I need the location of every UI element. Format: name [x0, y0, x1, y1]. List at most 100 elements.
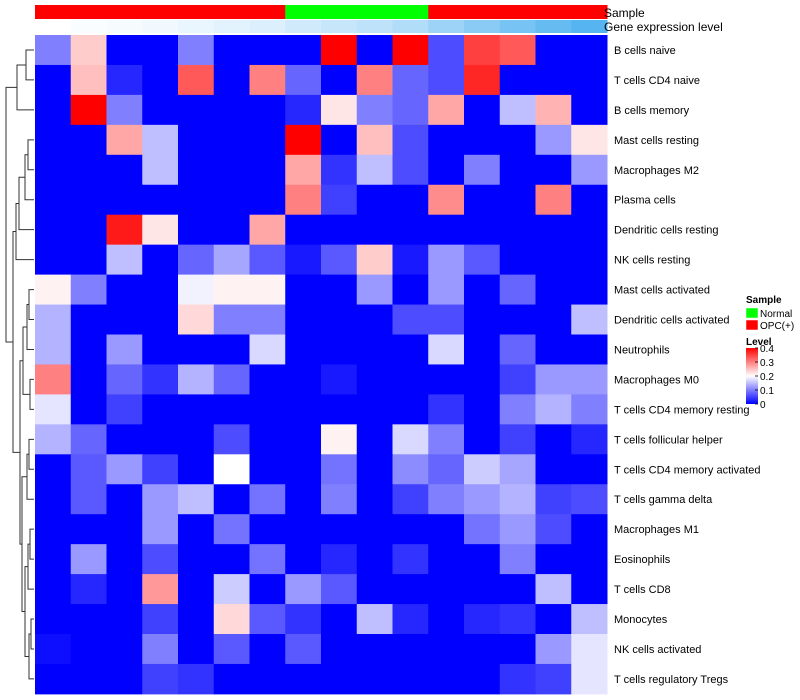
- heatmap-cell: [356, 94, 393, 126]
- heatmap-cell: [535, 214, 572, 246]
- heatmap-cell: [321, 604, 358, 635]
- heatmap-cell: [535, 124, 572, 156]
- heatmap-cell: [535, 334, 572, 365]
- heatmap-cell: [464, 184, 501, 216]
- heatmap-cell: [70, 424, 107, 455]
- heatmap-cell: [428, 484, 465, 515]
- heatmap-cell: [249, 334, 286, 365]
- heatmap-cell: [142, 424, 179, 455]
- heatmap-cell: [392, 663, 429, 695]
- dendrogram-branch: [29, 378, 34, 410]
- heatmap-cell: [106, 364, 143, 395]
- expression-annotation-track: [35, 20, 608, 33]
- heatmap-cell: [392, 184, 429, 216]
- expression-annotation-cell: [249, 20, 286, 33]
- heatmap-cell: [249, 64, 286, 96]
- dendrogram-branch: [26, 304, 34, 350]
- heatmap-cell: [356, 214, 393, 246]
- row-label: T cells follicular helper: [614, 434, 723, 446]
- heatmap-cell: [321, 634, 358, 665]
- heatmap-cell: [571, 304, 608, 335]
- heatmap-cell: [285, 634, 322, 665]
- heatmap-cell: [178, 394, 215, 425]
- heatmap-cell: [70, 274, 107, 306]
- heatmap-cell: [535, 484, 572, 515]
- heatmap-cell: [392, 364, 429, 395]
- heatmap-cell: [142, 214, 179, 246]
- heatmap-cell: [392, 394, 429, 425]
- heatmap-cell: [70, 574, 107, 605]
- dendrogram-branch: [28, 289, 34, 321]
- heatmap-cell: [535, 64, 572, 96]
- heatmap-cell: [35, 244, 72, 276]
- heatmap-cell: [285, 424, 322, 455]
- heatmap-cell: [285, 454, 322, 485]
- heatmap-cell: [285, 604, 322, 635]
- heatmap-cell: [142, 663, 179, 695]
- heatmap-cell: [142, 514, 179, 545]
- heatmap-cell: [428, 364, 465, 395]
- level-legend-tick-label: 0.2: [760, 372, 774, 383]
- heatmap-cell: [428, 604, 465, 635]
- sample-annotation-cell: [464, 5, 501, 19]
- heatmap-cell: [464, 544, 501, 575]
- heatmap-cell: [178, 424, 215, 455]
- heatmap-cell: [106, 304, 143, 335]
- heatmap-cell: [35, 124, 72, 156]
- heatmap-cell: [178, 574, 215, 605]
- heatmap-cell: [392, 424, 429, 455]
- heatmap-cell: [535, 154, 572, 186]
- heatmap-cell: [142, 274, 179, 306]
- row-label: Monocytes: [614, 614, 668, 626]
- dendrogram-branch: [27, 543, 34, 590]
- heatmap-cell: [285, 214, 322, 246]
- heatmap-cell: [535, 544, 572, 575]
- heatmap-cell: [106, 634, 143, 665]
- heatmap-cell: [356, 514, 393, 545]
- heatmap-cell: [106, 124, 143, 156]
- heatmap-cell: [321, 514, 358, 545]
- heatmap-cell: [392, 94, 429, 126]
- row-label: Plasma cells: [614, 195, 676, 207]
- heatmap-cell: [249, 184, 286, 216]
- heatmap-cell: [464, 663, 501, 695]
- sample-annotation-cell: [35, 5, 72, 19]
- heatmap-cell: [70, 484, 107, 515]
- heatmap-cell: [571, 394, 608, 425]
- heatmap-cell: [571, 544, 608, 575]
- heatmap-cell: [178, 484, 215, 515]
- row-label: Macrophages M1: [614, 524, 699, 536]
- heatmap-cell: [356, 64, 393, 96]
- heatmap-cell: [70, 304, 107, 335]
- heatmap-cell: [106, 514, 143, 545]
- heatmap-cell: [356, 454, 393, 485]
- sample-annotation-cell: [213, 5, 250, 19]
- heatmap-cell: [464, 94, 501, 126]
- heatmap-cell: [392, 544, 429, 575]
- heatmap-cell: [392, 124, 429, 156]
- sample-annotation-cell: [285, 5, 322, 19]
- heatmap-cell: [70, 154, 107, 186]
- heatmap-cell: [535, 604, 572, 635]
- heatmap-cell: [249, 244, 286, 276]
- heatmap-cell: [499, 424, 536, 455]
- heatmap-cell: [35, 574, 72, 605]
- level-legend-tick-label: 0.3: [760, 358, 774, 369]
- heatmap-cell: [142, 154, 179, 186]
- heatmap-cell: [428, 244, 465, 276]
- dendrogram-branch: [28, 438, 34, 470]
- heatmap-cell: [249, 454, 286, 485]
- heatmap-cell: [499, 184, 536, 216]
- heatmap-cell: [428, 574, 465, 605]
- heatmap-cell: [178, 214, 215, 246]
- sample-annotation-cell: [321, 5, 358, 19]
- heatmap-cell: [499, 544, 536, 575]
- heatmap-cell: [142, 634, 179, 665]
- heatmap-cell: [285, 544, 322, 575]
- row-label: Macrophages M2: [614, 165, 699, 177]
- heatmap-cell: [356, 184, 393, 216]
- heatmap-cell: [142, 454, 179, 485]
- heatmap-cell: [535, 663, 572, 695]
- heatmap-cell: [392, 334, 429, 365]
